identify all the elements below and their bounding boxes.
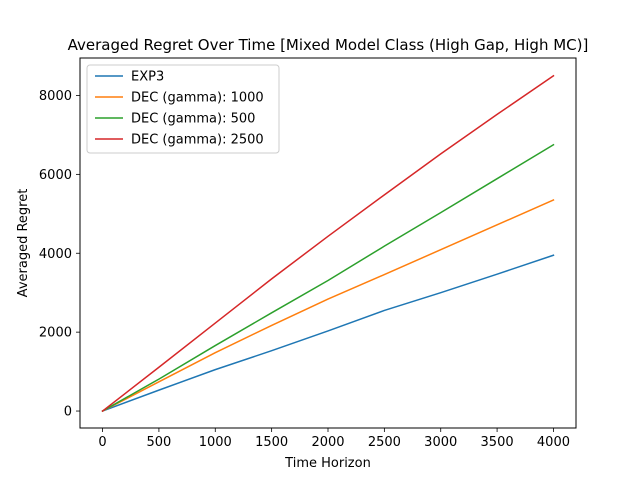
y-tick-label: 4000 [39,247,72,262]
x-tick-label: 2500 [368,435,401,450]
y-tick-label: 2000 [39,326,72,341]
y-tick-label: 8000 [39,89,72,104]
legend-label-2: DEC (gamma): 500 [131,112,255,127]
series-line-3 [101,74,555,413]
ticks-layer: 0 500 1000 1500 2000 2500 3000 3500 4000 0 2000 400… [39,89,570,450]
legend: EXP3 DEC (gamma): 1000 DEC (gamma): 500 DEC… [86,64,280,154]
legend-label-0: EXP3 [131,70,164,85]
x-tick-label: 0 [98,435,106,450]
x-tick-label: 1000 [199,435,232,450]
x-tick-label: 2000 [311,435,344,450]
legend-frame [86,64,280,154]
legend-label-1: DEC (gamma): 1000 [131,91,264,106]
legend-label-3: DEC (gamma): 2500 [131,133,264,148]
x-tick-label: 3500 [481,435,514,450]
x-tick-label: 1500 [255,435,288,450]
chart-title: Averaged Regret Over Time [Mixed Model C… [68,36,589,54]
series-layer [101,74,555,413]
y-tick-label: 0 [64,405,72,420]
y-axis-label: Averaged Regret [16,189,31,298]
x-tick-label: 3000 [424,435,457,450]
series-line-2 [101,143,555,413]
x-axis-label: Time Horizon [284,456,371,471]
series-line-1 [101,199,555,413]
x-tick-label: 4000 [537,435,570,450]
x-tick-label: 500 [146,435,171,450]
y-tick-label: 6000 [39,168,72,183]
series-line-0 [101,254,555,413]
plot-area-frame [79,57,577,429]
